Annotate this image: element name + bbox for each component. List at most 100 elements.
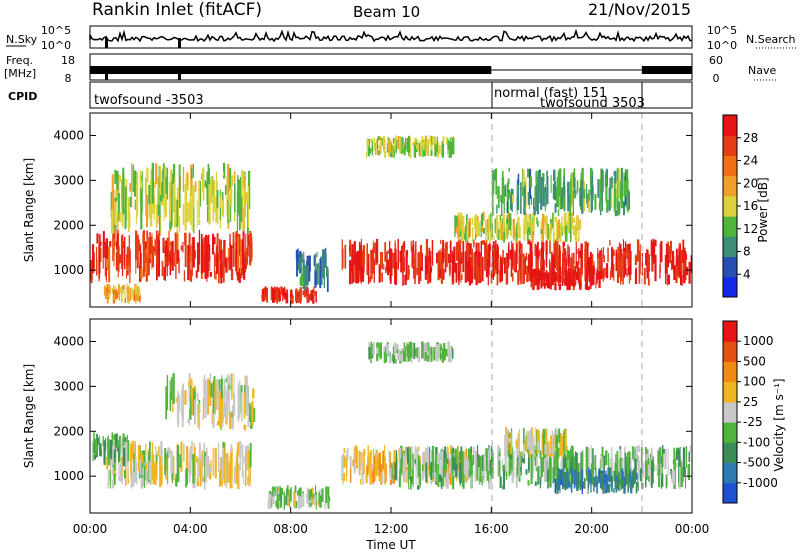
echo-cell bbox=[193, 188, 195, 234]
y-tick-label: 1000 bbox=[53, 469, 84, 483]
colorbar-swatch bbox=[723, 321, 737, 342]
echo-cell bbox=[430, 266, 433, 273]
echo-cell bbox=[231, 175, 234, 187]
echo-cell bbox=[550, 251, 553, 279]
echo-cell bbox=[230, 245, 233, 271]
echo-cell bbox=[373, 258, 375, 283]
echo-cell bbox=[193, 391, 196, 399]
echo-cell bbox=[650, 239, 653, 257]
echo-cell bbox=[363, 245, 366, 265]
echo-cell bbox=[110, 209, 114, 234]
echo-cell bbox=[113, 285, 116, 294]
echo-cell bbox=[208, 168, 210, 175]
echo-cell bbox=[571, 467, 574, 478]
echo-cell bbox=[212, 206, 214, 221]
echo-cell bbox=[230, 412, 233, 418]
echo-cell bbox=[320, 256, 323, 285]
echo-cell bbox=[538, 430, 540, 453]
echo-cell bbox=[617, 194, 619, 216]
echo-cell bbox=[215, 196, 218, 223]
echo-cell bbox=[192, 163, 195, 178]
echo-cell bbox=[349, 246, 351, 252]
echo-cell bbox=[223, 163, 226, 179]
echo-cell bbox=[241, 392, 243, 422]
echo-cell bbox=[404, 446, 407, 461]
echo-cell bbox=[124, 437, 127, 442]
echo-cell bbox=[480, 241, 482, 257]
echo-cell bbox=[541, 433, 544, 455]
echo-cell bbox=[145, 248, 148, 277]
freq-trace bbox=[90, 66, 692, 80]
echo-cell bbox=[535, 185, 537, 212]
echo-cell bbox=[537, 272, 539, 285]
echo-cell bbox=[479, 256, 483, 279]
echo-cell bbox=[645, 253, 648, 266]
echo-cell bbox=[438, 474, 442, 482]
echo-cell bbox=[637, 455, 640, 482]
echo-cell bbox=[113, 189, 115, 234]
freq-band bbox=[90, 66, 492, 74]
echo-cell bbox=[226, 390, 228, 424]
echo-cell bbox=[608, 453, 610, 478]
echo-cell bbox=[463, 228, 466, 240]
colorbar-swatch bbox=[723, 115, 737, 136]
echo-cell bbox=[625, 473, 627, 486]
echo-cell bbox=[498, 460, 501, 477]
echo-cell bbox=[306, 492, 309, 504]
freq-tick-bottom: 8 bbox=[65, 72, 72, 85]
echo-cell bbox=[376, 353, 379, 362]
echo-cell bbox=[567, 181, 570, 212]
echo-cell bbox=[524, 256, 526, 275]
echo-cell bbox=[115, 189, 117, 198]
echo-cell bbox=[544, 453, 547, 480]
echo-cell bbox=[527, 168, 530, 178]
y-tick-label: 4000 bbox=[53, 334, 84, 348]
echo-cell bbox=[576, 180, 579, 192]
echo-cell bbox=[379, 140, 382, 154]
echo-cell bbox=[403, 145, 406, 156]
echo-cell bbox=[479, 466, 481, 484]
echo-cell bbox=[529, 176, 533, 188]
echo-cell bbox=[427, 342, 429, 352]
echo-cell bbox=[168, 181, 172, 222]
echo-cell bbox=[483, 227, 485, 234]
echo-cell bbox=[572, 252, 575, 264]
echo-cell bbox=[520, 182, 522, 214]
echo-cell bbox=[554, 282, 557, 291]
echo-cell bbox=[630, 251, 632, 275]
echo-cell bbox=[196, 242, 200, 272]
echo-cell bbox=[452, 349, 454, 359]
echo-cell bbox=[440, 239, 442, 245]
echo-cell bbox=[378, 264, 381, 283]
echo-cell bbox=[158, 446, 160, 457]
echo-cell bbox=[461, 214, 463, 222]
echo-cell bbox=[356, 250, 360, 269]
echo-cell bbox=[622, 252, 624, 285]
echo-cell bbox=[647, 254, 650, 270]
echo-cell bbox=[676, 451, 678, 461]
echo-cell bbox=[657, 450, 660, 477]
echo-cell bbox=[544, 191, 546, 212]
echo-cell bbox=[132, 164, 134, 192]
echo-cell bbox=[244, 446, 247, 460]
echo-cell bbox=[239, 452, 241, 471]
echo-cell bbox=[290, 487, 292, 502]
echo-cell bbox=[527, 431, 530, 450]
echo-cell bbox=[566, 446, 568, 470]
echo-cell bbox=[164, 448, 167, 475]
echo-cell bbox=[632, 473, 635, 487]
echo-cell bbox=[588, 469, 592, 483]
echo-cell bbox=[183, 270, 186, 282]
echo-cell bbox=[280, 488, 282, 506]
echo-cell bbox=[316, 251, 318, 258]
echo-cell bbox=[576, 452, 578, 481]
echo-cell bbox=[286, 293, 289, 304]
echo-cell bbox=[491, 189, 494, 215]
echo-cell bbox=[274, 286, 276, 291]
echo-cell bbox=[534, 243, 537, 257]
echo-cell bbox=[573, 217, 576, 223]
echo-cell bbox=[177, 250, 180, 262]
echo-cell bbox=[238, 189, 241, 231]
echo-cell bbox=[209, 373, 212, 388]
echo-cell bbox=[405, 251, 408, 281]
